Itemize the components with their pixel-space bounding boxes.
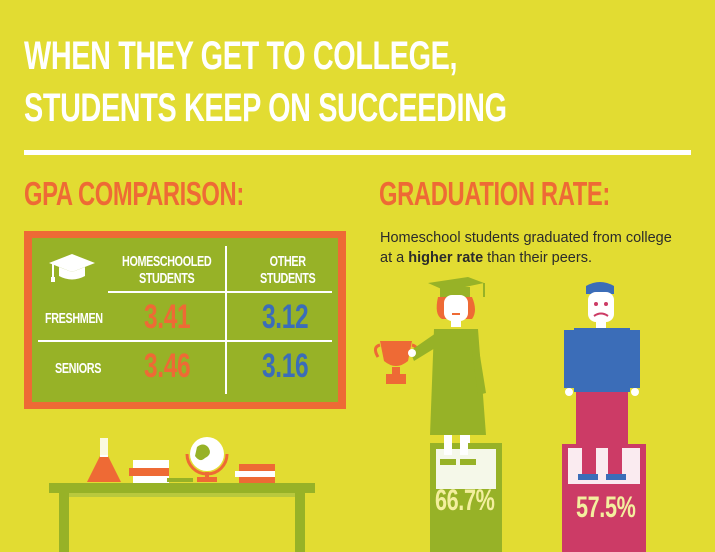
graduation-description: Homeschool students graduated from colle… (380, 228, 680, 268)
other-student-illustration (562, 282, 646, 552)
gpa-other-freshmen: 3.12 (262, 298, 309, 336)
graduation-heading: GRADUATION RATE: (379, 175, 610, 212)
gpa-homeschooled-freshmen: 3.41 (144, 298, 191, 336)
column-header-homeschooled-line2: STUDENTS (138, 270, 195, 287)
books-icon-left (129, 460, 169, 483)
column-header-homeschooled: HOMESCHOOLED STUDENTS (122, 253, 212, 287)
globe-icon (185, 437, 229, 482)
divider-rule (24, 150, 691, 155)
gpa-homeschooled-seniors: 3.46 (144, 347, 191, 385)
books-icon-right (235, 464, 275, 483)
row-label-freshmen: FRESHMEN (45, 310, 103, 327)
other-graduation-rate: 57.5% (576, 491, 636, 524)
graduation-text-before: Homeschool students graduated from colle… (380, 230, 672, 266)
homeschool-graduation-rate: 66.7% (435, 484, 495, 517)
graduation-text-bold: higher rate (408, 250, 484, 266)
column-header-other-line2: STUDENTS (260, 270, 316, 287)
flask-icon (87, 438, 121, 482)
column-header-other-line1: OTHER (269, 253, 306, 270)
headline-line-1: WHEN THEY GET TO COLLEGE, (24, 34, 458, 78)
headline: WHEN THEY GET TO COLLEGE, STUDENTS KEEP … (24, 30, 507, 134)
homeschool-graduate-illustration (373, 277, 502, 552)
gpa-board-surface: HOMESCHOOLED STUDENTS OTHER STUDENTS FRE… (32, 238, 338, 402)
headline-line-2: STUDENTS KEEP ON SUCCEEDING (24, 86, 507, 130)
row-label-seniors: SENIORS (55, 360, 102, 377)
grid-line-top (108, 291, 332, 293)
column-header-other: OTHER STUDENTS (260, 253, 316, 287)
grid-line-middle (38, 340, 332, 342)
grid-line-vertical (225, 246, 227, 394)
gpa-board: HOMESCHOOLED STUDENTS OTHER STUDENTS FRE… (24, 231, 346, 409)
desk-illustration (49, 437, 315, 552)
gpa-other-seniors: 3.16 (262, 347, 309, 385)
graduation-text-after: than their peers. (483, 250, 592, 266)
graduation-cap-icon (49, 254, 95, 282)
pencil-icon (167, 478, 193, 482)
column-header-homeschooled-line1: HOMESCHOOLED (122, 253, 212, 270)
trophy-icon (373, 341, 419, 384)
gpa-heading: GPA COMPARISON: (24, 175, 244, 212)
